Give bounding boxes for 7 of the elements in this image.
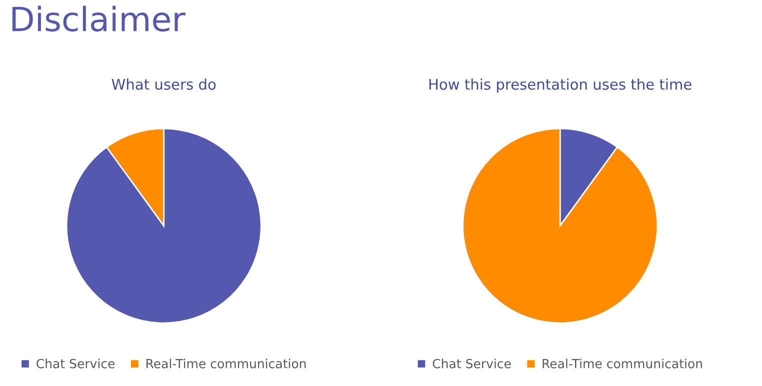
text: Disclaimer: [12, 6, 186, 32]
legend-label: Real-Time communication: [146, 358, 306, 368]
legend-label: Chat Service: [432, 358, 511, 368]
legend-label: Chat Service: [36, 358, 115, 368]
chart-title: How this presentation uses the time: [429, 78, 692, 93]
legend-label: Real-Time communication: [542, 358, 702, 368]
chart-title: What users do: [112, 78, 216, 90]
